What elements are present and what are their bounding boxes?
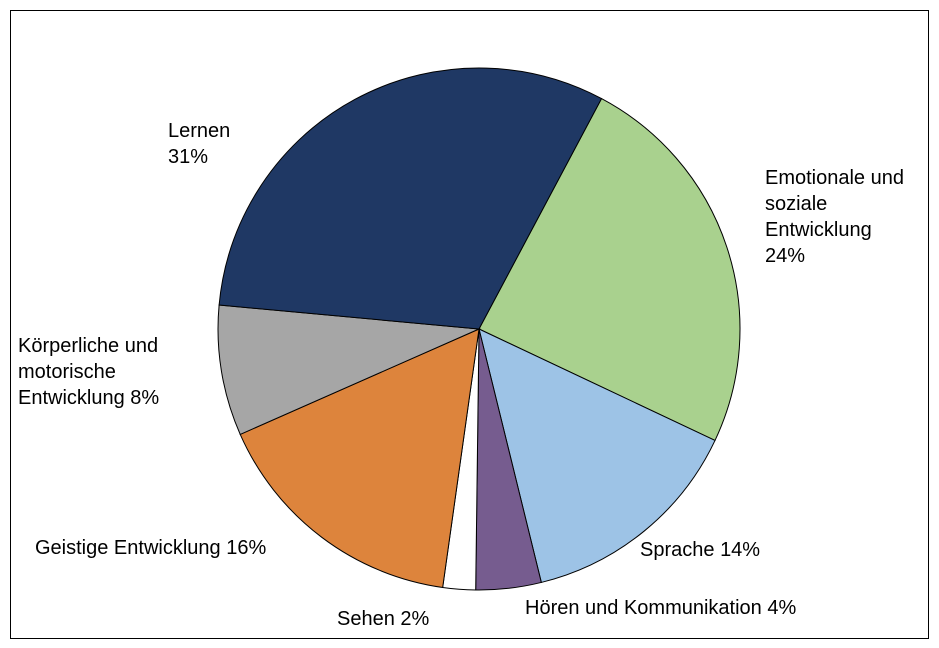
slice-label: Sprache 14% [640, 537, 939, 563]
value-label: 8% [130, 387, 160, 409]
pie-slice [217, 304, 481, 436]
category-name: Hören und Kommunikation [525, 597, 762, 619]
pie-slice [478, 97, 741, 442]
pie-slice [218, 67, 603, 330]
value-label: 24% [765, 245, 806, 267]
value-label: 31% [168, 146, 209, 168]
value-label: 16% [226, 537, 267, 559]
slice-label: Körperliche und motorische Entwicklung 8… [18, 333, 208, 411]
value-label: 4% [767, 597, 797, 619]
frame [10, 10, 929, 639]
value-label: 2% [400, 608, 430, 630]
category-name: Sprache [640, 539, 715, 561]
slice-label: Sehen 2% [337, 606, 537, 632]
category-name: Lernen [168, 120, 231, 142]
value-label: 14% [720, 539, 761, 561]
slice-label: Lernen 31% [168, 118, 248, 170]
slice-label: Hören und Kommunikation 4% [525, 595, 925, 621]
pie-slice [478, 328, 716, 584]
pie-slice [239, 328, 480, 589]
category-name: Körperliche und motorische Entwicklung [18, 335, 159, 409]
category-name: Emotionale und soziale Entwicklung [765, 167, 904, 241]
category-name: Geistige Entwicklung [35, 537, 221, 559]
slice-label: Geistige Entwicklung 16% [35, 535, 295, 561]
slice-label: Emotionale und soziale Entwicklung 24% [765, 165, 910, 269]
category-name: Sehen [337, 608, 395, 630]
